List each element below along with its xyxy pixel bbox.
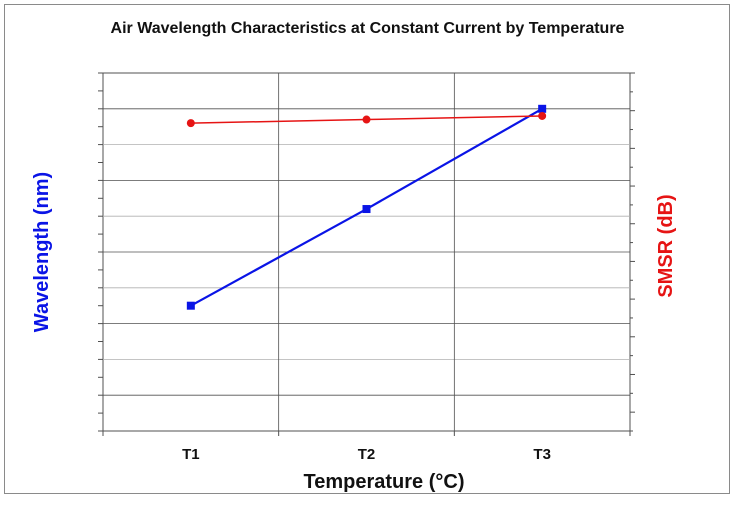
y-axis-left-title: Wavelength (nm) bbox=[31, 172, 53, 332]
x-tick-label: T3 bbox=[533, 446, 551, 463]
series-layer bbox=[186, 104, 547, 310]
smsr-point bbox=[362, 115, 371, 124]
wavelength-point bbox=[362, 205, 371, 214]
smsr-point bbox=[538, 111, 547, 120]
x-tick-label: T1 bbox=[182, 446, 200, 463]
x-tick-label: T2 bbox=[358, 446, 376, 463]
chart-title: Air Wavelength Characteristics at Consta… bbox=[110, 20, 625, 37]
wavelength-point bbox=[186, 301, 195, 310]
wavelength-point bbox=[538, 104, 547, 113]
smsr-point bbox=[186, 119, 195, 128]
y-axis-right-title: SMSR (dB) bbox=[655, 194, 677, 297]
axis-ticks: T1 T2 T3 bbox=[98, 72, 635, 463]
grid-lines bbox=[103, 73, 630, 431]
x-axis-title: Temperature (°C) bbox=[304, 471, 465, 493]
chart-frame bbox=[4, 4, 730, 494]
